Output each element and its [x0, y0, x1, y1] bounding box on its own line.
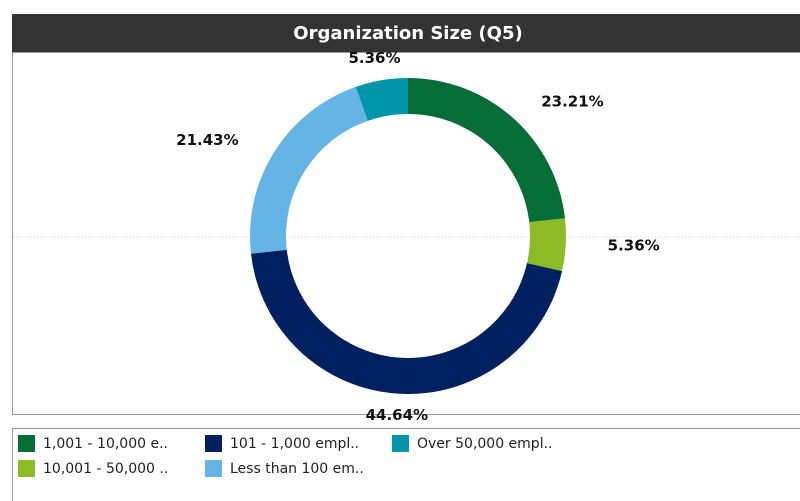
data-label: 44.64% [366, 406, 428, 424]
legend-label: 1,001 - 10,000 e.. [43, 436, 168, 452]
title-bar [12, 14, 800, 52]
slices [250, 78, 567, 394]
slice [250, 249, 563, 394]
legend-label: Less than 100 em.. [230, 461, 364, 477]
chart-title: Organization Size (Q5) [293, 23, 522, 44]
legend-swatch [18, 460, 35, 477]
legend-swatch [205, 460, 222, 477]
slice [250, 86, 368, 254]
slice [355, 78, 408, 121]
legend-label: Over 50,000 empl.. [417, 436, 553, 452]
data-label: 5.36% [608, 237, 660, 255]
legend-swatch [205, 435, 222, 452]
data-label: 21.43% [176, 131, 238, 149]
legend-frame [12, 428, 800, 501]
plot-frame [12, 52, 800, 415]
legend-swatch [18, 435, 35, 452]
legend: 1,001 - 10,000 e.. 10,001 - 50,000 .. 101 … [18, 435, 553, 477]
data-label: 5.36% [348, 49, 400, 67]
slice [526, 218, 567, 272]
legend-swatch [392, 435, 409, 452]
legend-label: 10,001 - 50,000 .. [43, 461, 168, 477]
data-label: 23.21% [541, 92, 603, 110]
legend-label: 101 - 1,000 empl.. [230, 436, 359, 452]
slice [408, 78, 566, 223]
